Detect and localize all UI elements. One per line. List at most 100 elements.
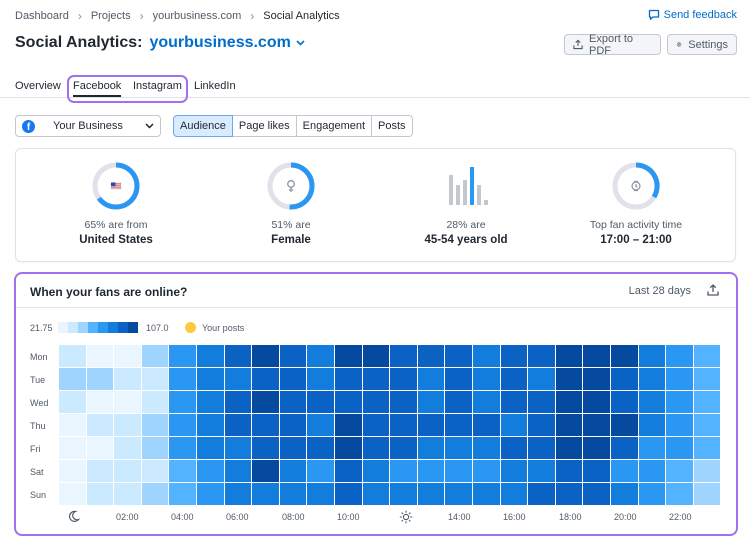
heatmap-cell: [638, 437, 666, 459]
heatmap-cell: [114, 414, 141, 436]
day-label: Thu: [30, 421, 46, 431]
heatmap-cell: [362, 460, 390, 482]
segment-audience[interactable]: Audience: [173, 115, 233, 137]
moon-icon: [68, 510, 80, 522]
heatmap-cell: [500, 368, 528, 390]
heatmap-cell: [59, 460, 86, 482]
heatmap-cell: [445, 437, 472, 459]
heatmap-cell: [279, 391, 307, 413]
your-posts-label: Your posts: [202, 323, 245, 333]
heatmap-cell: [555, 345, 583, 367]
heatmap-cell: [445, 391, 472, 413]
heatmap-cell: [445, 414, 472, 436]
day-label: Sat: [30, 467, 44, 477]
account-select[interactable]: f Your Business: [15, 115, 161, 137]
legend-color-scale: [58, 322, 138, 333]
legend-swatch: [78, 322, 88, 333]
send-feedback-link[interactable]: Send feedback: [648, 9, 737, 21]
day-label: Mon: [30, 352, 48, 362]
heatmap-cell: [638, 460, 666, 482]
heatmap-cell: [279, 437, 307, 459]
tab-instagram[interactable]: Instagram: [133, 80, 182, 92]
heatmap-cell: [169, 414, 196, 436]
period-label: Last 28 days: [628, 285, 691, 297]
heatmap-cell: [279, 460, 307, 482]
heatmap-cell: [666, 368, 693, 390]
heatmap-cell: [335, 483, 362, 505]
heatmap-cell: [473, 414, 500, 436]
heatmap-cell: [86, 460, 114, 482]
female-icon: [287, 180, 295, 192]
heatmap-cell: [417, 460, 445, 482]
heatmap-cell: [500, 391, 528, 413]
heatmap-cell: [555, 437, 583, 459]
send-feedback-label: Send feedback: [663, 9, 737, 21]
settings-label: Settings: [688, 38, 728, 51]
legend-min-value: 21.75: [30, 323, 53, 333]
heatmap-cell: [693, 345, 721, 367]
heatmap-cell: [114, 437, 141, 459]
heatmap-cell: [611, 345, 638, 367]
heatmap-cell: [252, 483, 279, 505]
heatmap-cell: [252, 368, 279, 390]
heatmap-cell: [611, 437, 638, 459]
tab-linkedin[interactable]: LinkedIn: [194, 80, 236, 92]
heatmap-cell: [638, 483, 666, 505]
x-tick-label: 20:00: [614, 512, 637, 522]
day-label: Fri: [30, 444, 41, 454]
chevron-down-icon: [296, 40, 305, 46]
heatmap-cell: [500, 345, 528, 367]
heatmap-cell: [528, 368, 555, 390]
heatmap-cell: [638, 391, 666, 413]
audience-segmented-control: Audience Page likes Engagement Posts: [173, 115, 413, 137]
heatmap-cell: [141, 483, 169, 505]
legend-swatch: [98, 322, 108, 333]
heatmap-cell: [555, 368, 583, 390]
heatmap-cell: [279, 483, 307, 505]
x-tick-label: 16:00: [503, 512, 526, 522]
heatmap-cell: [528, 460, 555, 482]
settings-button[interactable]: Settings: [667, 34, 737, 55]
page-title: Social Analytics:: [15, 34, 143, 51]
stat-gender-value: Female: [271, 234, 311, 246]
heatmap-cell: [169, 391, 196, 413]
heatmap-cell: [417, 414, 445, 436]
heatmap-cell: [500, 460, 528, 482]
heatmap-cell: [666, 391, 693, 413]
heatmap-cell: [473, 368, 500, 390]
tab-bar: Overview Facebook Instagram LinkedIn: [0, 74, 750, 98]
heatmap-cell: [224, 414, 252, 436]
legend-swatch: [68, 322, 78, 333]
breadcrumb-domain[interactable]: yourbusiness.com: [152, 10, 242, 22]
tab-overview[interactable]: Overview: [15, 80, 61, 92]
segment-page-likes[interactable]: Page likes: [231, 115, 297, 137]
domain-selector[interactable]: yourbusiness.com: [149, 34, 305, 52]
heatmap-cell: [528, 483, 555, 505]
heatmap-cell: [666, 414, 693, 436]
heatmap-cell: [224, 368, 252, 390]
heatmap-cell: [362, 483, 390, 505]
heatmap-cell: [307, 345, 334, 367]
breadcrumb-projects[interactable]: Projects: [90, 10, 131, 22]
stat-activity-caption: Top fan activity time: [589, 219, 683, 231]
stat-gender-caption: 51% are: [271, 219, 311, 231]
tab-facebook[interactable]: Facebook: [73, 80, 122, 97]
heatmap-cell: [390, 483, 417, 505]
heatmap-cell: [114, 345, 141, 367]
day-label: Sun: [30, 490, 47, 500]
export-icon[interactable]: [706, 283, 720, 297]
heatmap-cell: [141, 368, 169, 390]
export-pdf-button[interactable]: Export to PDF: [564, 33, 661, 57]
segment-engagement[interactable]: Engagement: [295, 115, 373, 137]
segment-posts[interactable]: Posts: [371, 115, 413, 137]
heatmap-cell: [528, 437, 555, 459]
heatmap-cell: [693, 437, 721, 459]
legend-swatch: [108, 322, 118, 333]
heatmap-title: When your fans are online?: [30, 285, 188, 299]
heatmap-cell: [611, 391, 638, 413]
stat-activity-value: 17:00 – 21:00: [600, 234, 672, 246]
heatmap-cell: [390, 391, 417, 413]
breadcrumb-dashboard[interactable]: Dashboard: [15, 10, 69, 22]
x-tick-label: 14:00: [448, 512, 471, 522]
heatmap-cell: [362, 414, 390, 436]
